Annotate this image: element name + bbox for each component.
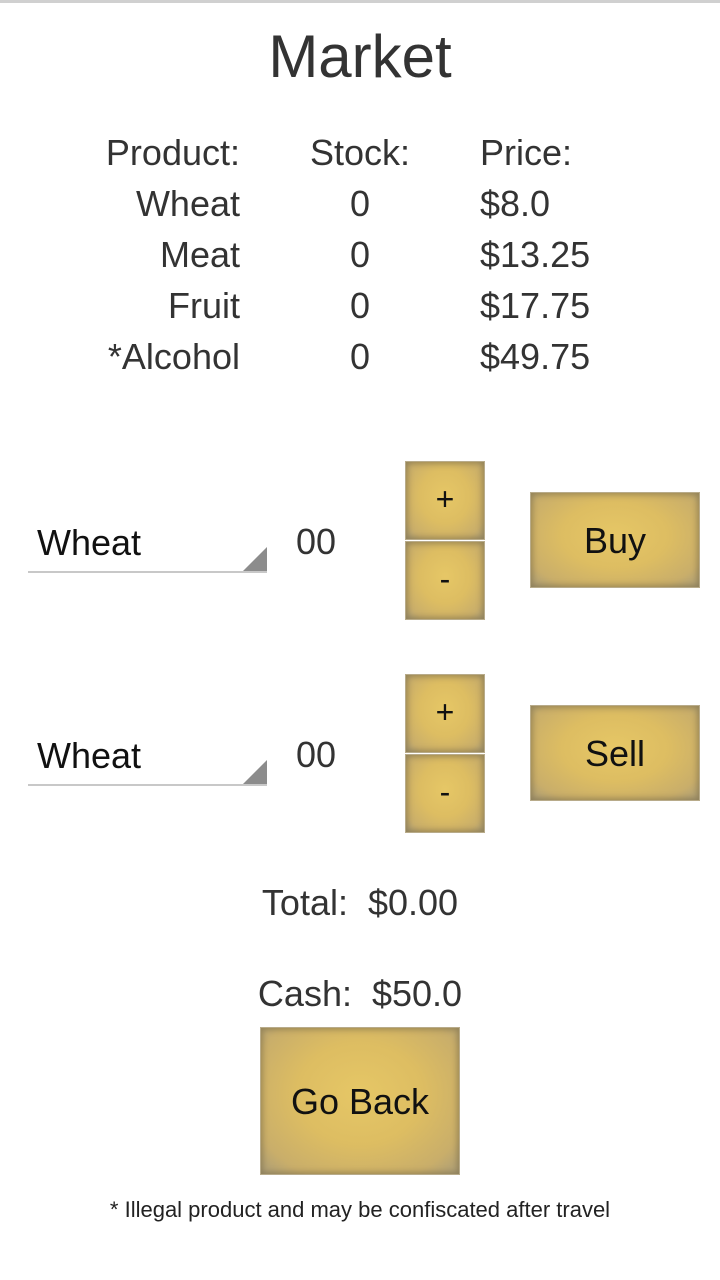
product-stock: 0 — [349, 234, 371, 275]
sell-button[interactable]: Sell — [530, 705, 700, 801]
product-name: Wheat — [135, 183, 240, 224]
cash-summary: Cash: $50.0 — [0, 972, 720, 1016]
sell-decrement-button[interactable]: - — [405, 754, 485, 833]
product-price: $13.25 — [480, 234, 591, 275]
buy-product-value: Wheat — [37, 522, 142, 563]
buy-button[interactable]: Buy — [530, 492, 700, 588]
product-price: $17.75 — [480, 285, 591, 326]
header-price: Price: — [480, 132, 573, 173]
product-stock: 0 — [349, 183, 371, 224]
dropdown-triangle-icon — [243, 760, 267, 784]
product-price: $49.75 — [480, 336, 591, 377]
buy-product-select[interactable]: Wheat — [28, 521, 267, 573]
dropdown-triangle-icon — [243, 547, 267, 571]
buy-increment-button[interactable]: + — [405, 461, 485, 540]
cash-value: $50.0 — [371, 973, 463, 1014]
total-summary: Total: $0.00 — [0, 881, 720, 925]
header-product: Product: — [105, 132, 240, 173]
sell-quantity: 00 — [296, 734, 337, 775]
go-back-button[interactable]: Go Back — [260, 1027, 460, 1175]
product-stock: 0 — [349, 336, 371, 377]
product-name: *Alcohol — [107, 336, 240, 377]
sell-product-value: Wheat — [37, 735, 142, 776]
product-price: $8.0 — [480, 183, 551, 224]
status-divider — [0, 0, 720, 3]
product-name: Meat — [159, 234, 240, 275]
page-title: Market — [268, 23, 452, 90]
sell-increment-button[interactable]: + — [405, 674, 485, 753]
buy-quantity: 00 — [296, 521, 337, 562]
product-name: Fruit — [168, 285, 240, 326]
buy-decrement-button[interactable]: - — [405, 541, 485, 620]
illegal-footnote: * Illegal product and may be confiscated… — [109, 1197, 611, 1222]
total-label: Total: — [261, 882, 348, 923]
sell-product-select[interactable]: Wheat — [28, 734, 267, 786]
total-value: $0.00 — [367, 882, 459, 923]
header-stock: Stock: — [309, 132, 411, 173]
cash-label: Cash: — [257, 973, 352, 1014]
product-stock: 0 — [349, 285, 371, 326]
